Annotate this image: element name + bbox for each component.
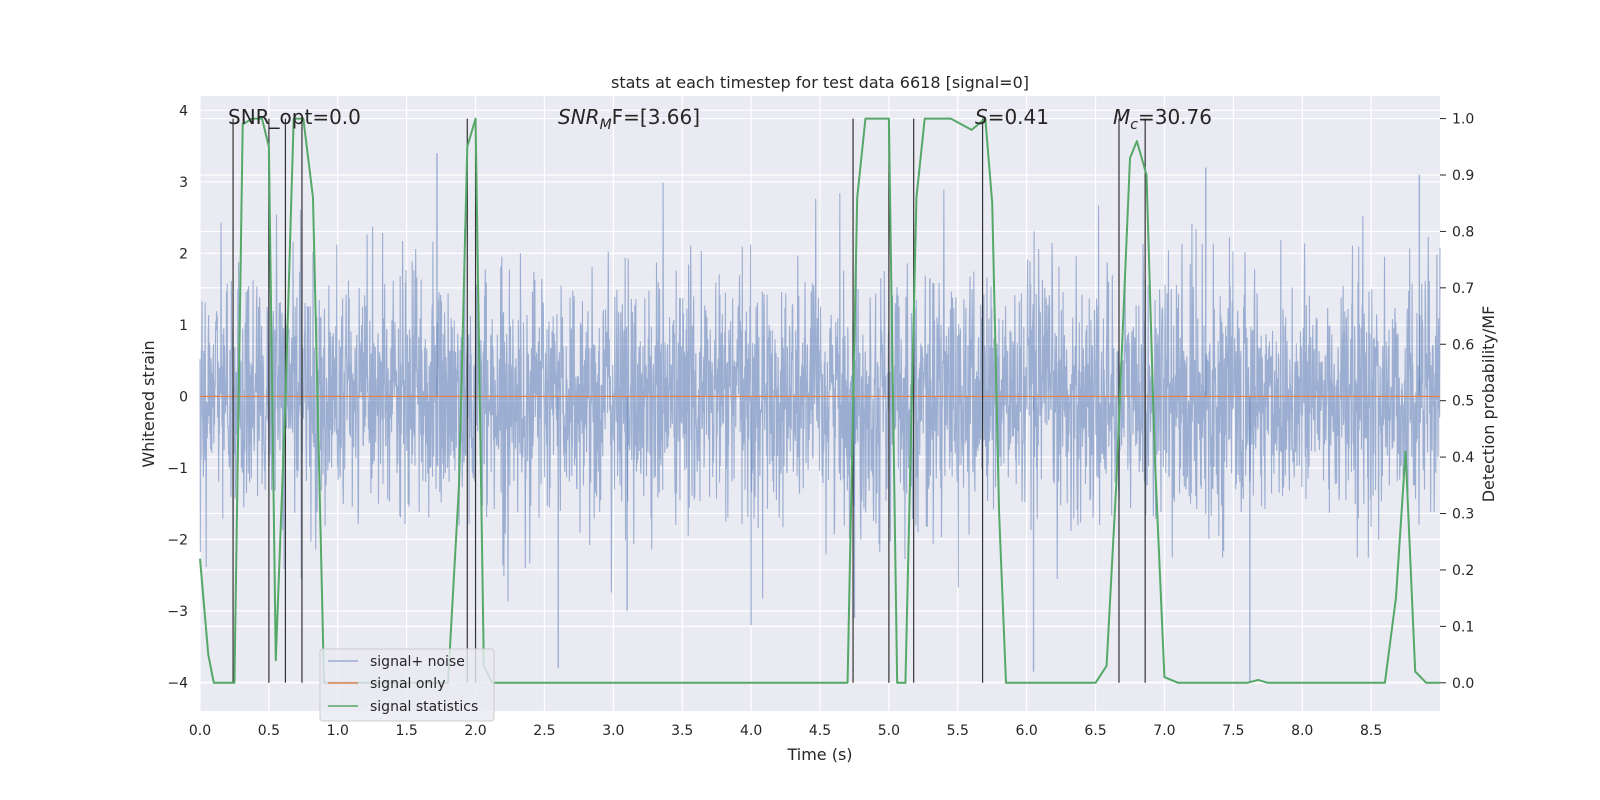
y-right-axis-ticks: 0.0 0.1 0.2 0.3 0.4 0.5 0.6 0.7 0.8 0.9 1.0 [1440,112,1474,692]
y-left-axis-label: Whitened strain [139,340,158,467]
y-right-tick-label: 0.7 [1452,281,1474,297]
legend-label-signal-only: signal only [370,676,445,692]
annotation-s: S=0.41 [975,105,1049,129]
x-tick-label: 0.5 [258,723,280,739]
y-right-tick-label: 0.0 [1452,676,1474,692]
x-axis-label: Time (s) [786,745,852,764]
y-left-tick-label: −3 [167,604,188,620]
x-tick-label: 7.5 [1222,723,1244,739]
y-right-tick-label: 0.8 [1452,224,1474,240]
y-left-tick-label: 3 [179,175,188,191]
y-right-tick-label: 0.2 [1452,563,1474,579]
x-tick-label: 4.0 [740,723,762,739]
y-left-tick-label: −2 [167,532,188,548]
noise-series [199,138,1441,683]
x-tick-label: 8.0 [1291,723,1313,739]
x-tick-label: 6.5 [1084,723,1106,739]
x-tick-label: 3.0 [602,723,624,739]
signal-statistics-series [199,117,1440,684]
y-right-axis-label: Detection probability/MF [1479,306,1498,503]
y-right-tick-label: 0.6 [1452,337,1474,353]
annotation-mc: Mc=30.76 [1113,105,1212,133]
y-left-tick-label: −4 [167,675,188,691]
y-left-tick-label: 4 [179,103,188,119]
x-tick-label: 1.5 [396,723,418,739]
x-tick-label: 8.5 [1360,723,1382,739]
legend-box [319,648,495,722]
y-left-tick-label: 2 [179,246,188,262]
x-tick-label: 0.0 [189,723,211,739]
y-right-tick-label: 0.5 [1452,394,1474,410]
annotation-snr-mf: SNRMF=[3.66] [558,105,700,133]
x-tick-label: 5.0 [878,723,900,739]
y-left-axis-ticks: −4 −3 −2 −1 0 1 2 3 4 [167,103,188,691]
statistics-line [199,117,1440,684]
x-tick-label: 1.0 [327,723,349,739]
legend: signal+ noise signal only signal statist… [319,648,495,722]
x-tick-label: 2.5 [533,723,555,739]
x-axis-ticks: 0.0 0.5 1.0 1.5 2.0 2.5 3.0 3.5 4.0 4.5 5.0 5.5 6.0 6… [189,723,1382,739]
y-right-tick-label: 1.0 [1452,112,1474,128]
y-right-tick-label: 0.9 [1452,168,1474,184]
y-left-tick-label: 1 [179,318,188,334]
legend-label-statistics: signal statistics [370,699,478,715]
chart-title: stats at each timestep for test data 661… [611,73,1029,92]
legend-label-noise: signal+ noise [370,654,465,670]
y-right-tick-label: 0.1 [1452,619,1474,635]
x-tick-label: 6.0 [1016,723,1038,739]
x-tick-label: 4.5 [809,723,831,739]
x-tick-label: 5.5 [947,723,969,739]
x-tick-label: 2.0 [464,723,486,739]
x-tick-label: 3.5 [671,723,693,739]
y-right-tick-label: 0.4 [1452,450,1474,466]
annotation-snr-opt: SNR_opt=0.0 [228,105,361,129]
y-right-tick-label: 0.3 [1452,507,1474,523]
y-left-tick-label: −1 [167,461,188,477]
x-tick-label: 7.0 [1153,723,1175,739]
y-left-tick-label: 0 [179,389,188,405]
noise-trace [199,182,1441,602]
